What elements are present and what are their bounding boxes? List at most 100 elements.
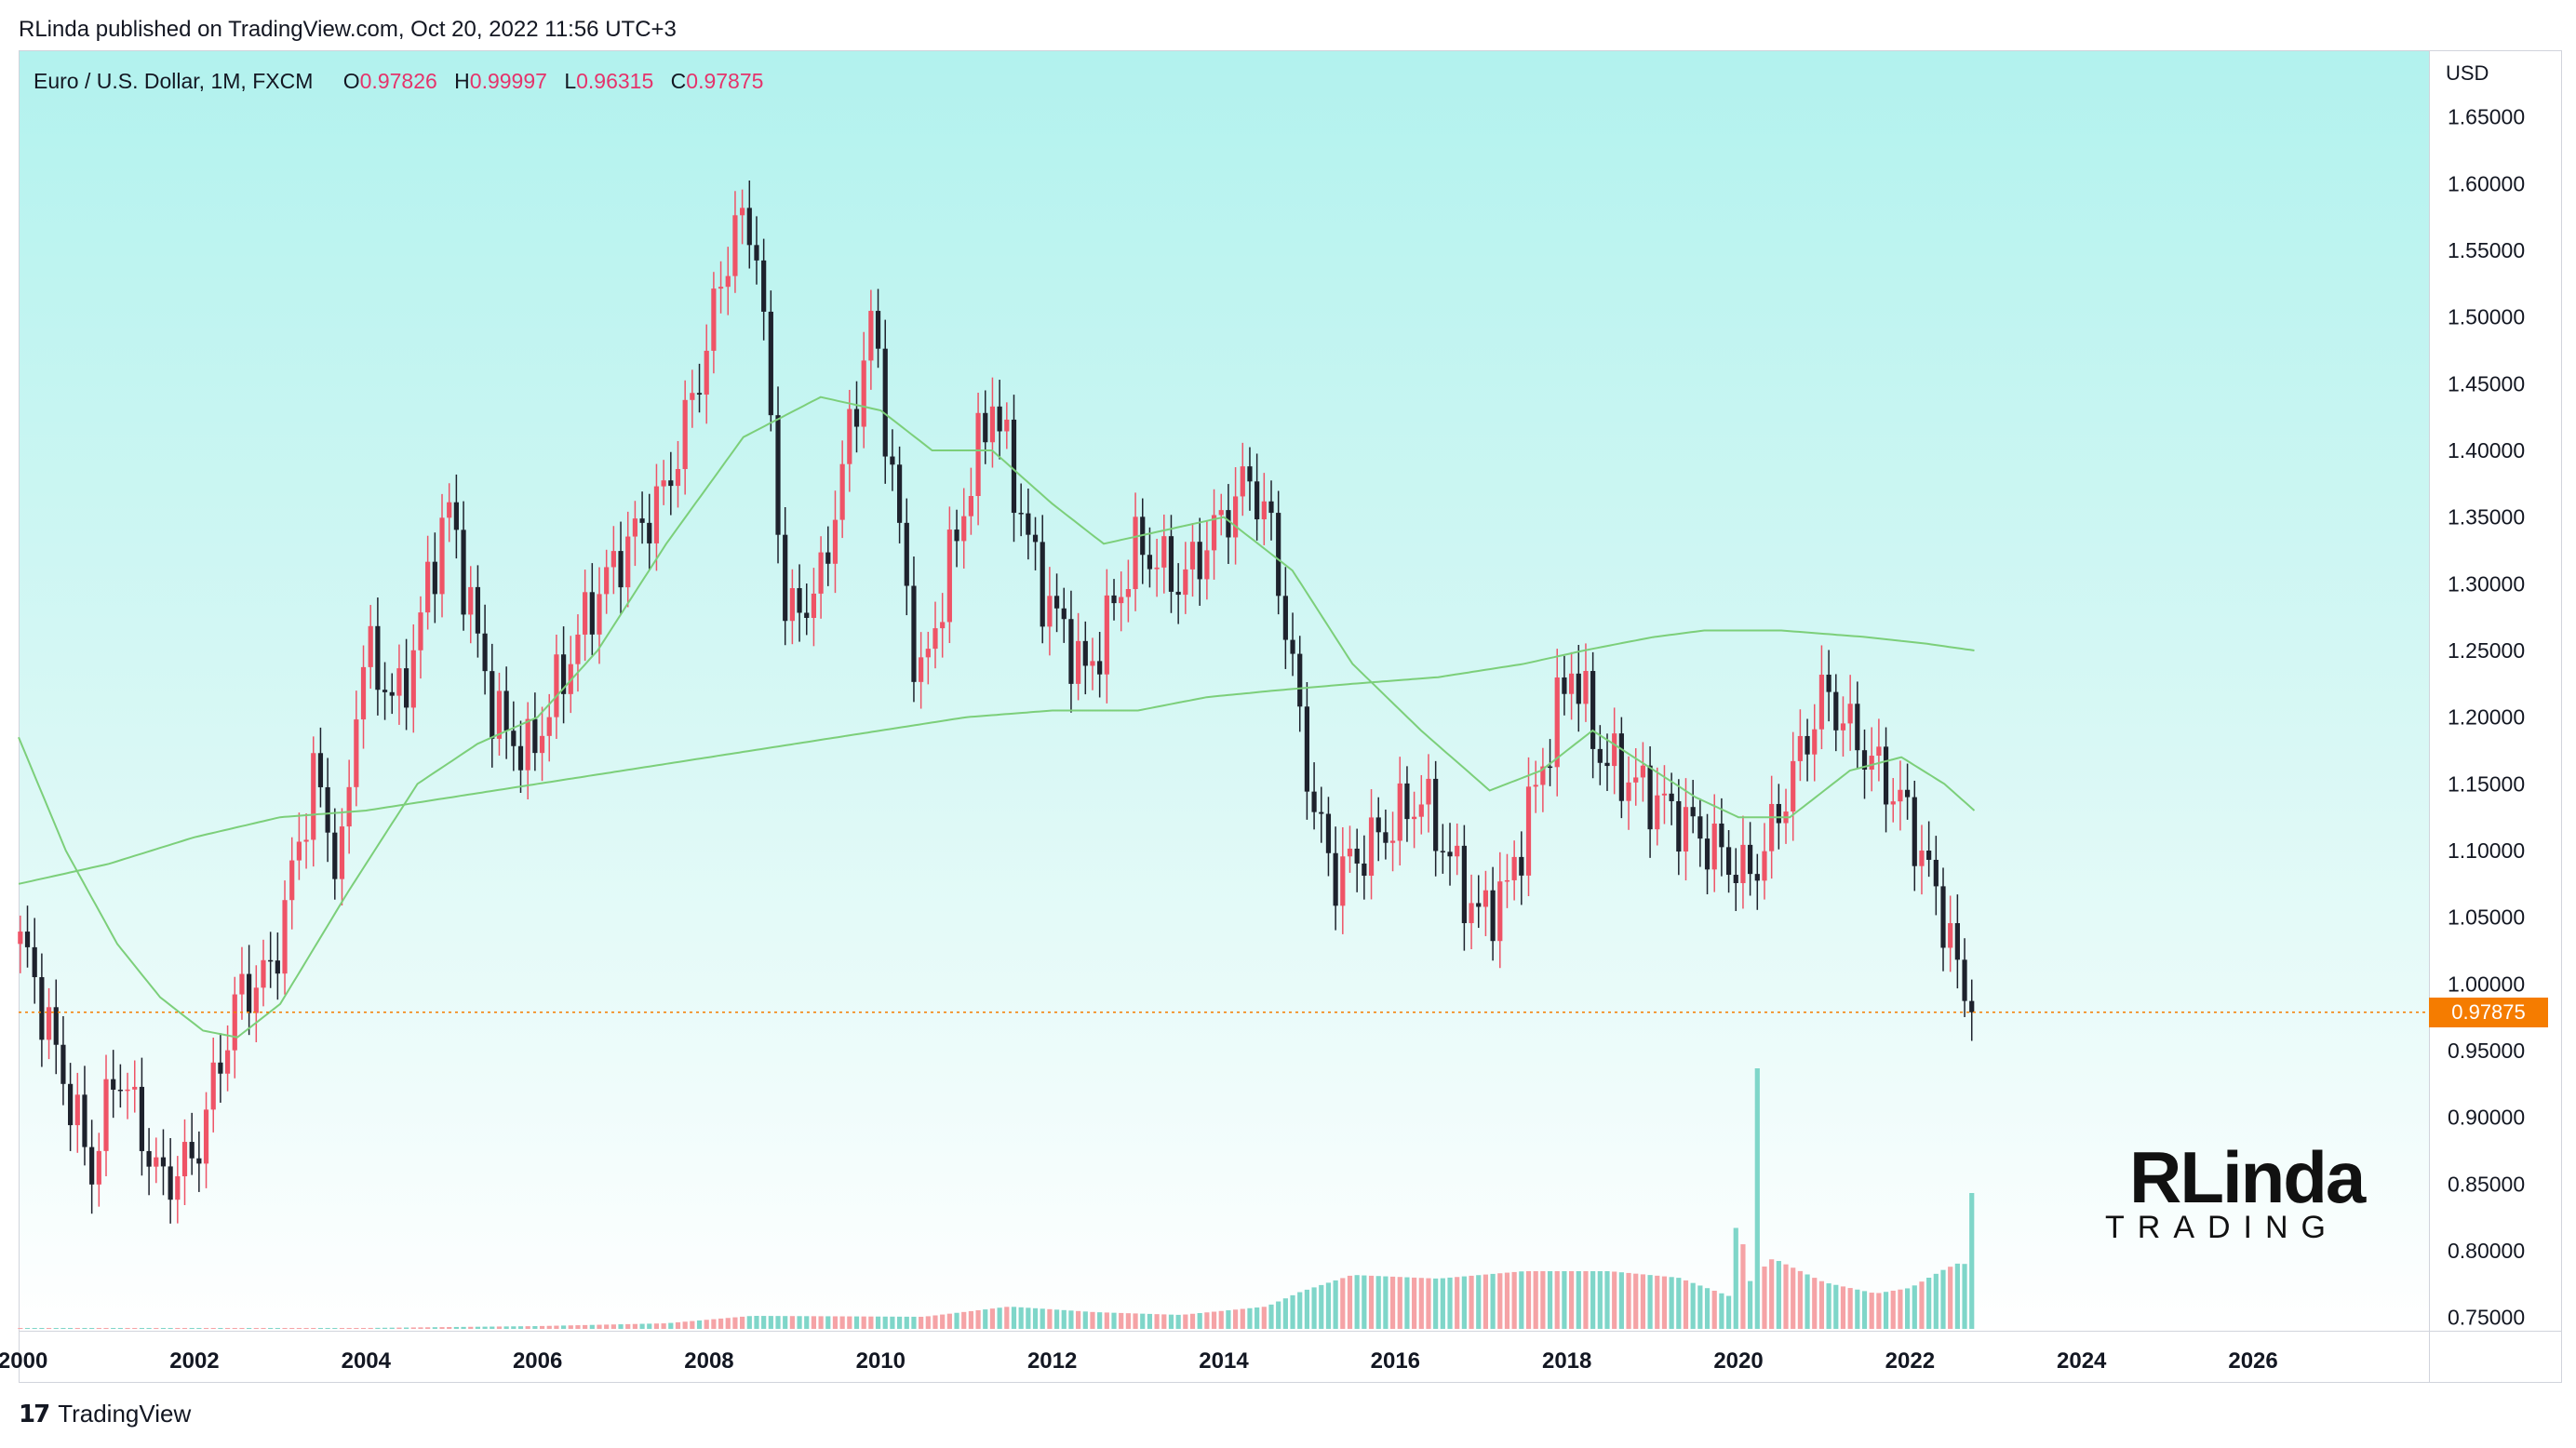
candle-body — [1683, 807, 1689, 852]
volume-bar — [132, 1328, 138, 1329]
volume-bar — [1898, 1289, 1903, 1329]
volume-bar — [96, 1328, 101, 1329]
symbol-name[interactable]: Euro / U.S. Dollar, 1M, FXCM — [34, 69, 314, 93]
volume-bar — [946, 1313, 952, 1329]
candle-body — [1655, 795, 1660, 830]
x-tick-label: 2000 — [0, 1348, 47, 1374]
volume-bar — [746, 1316, 752, 1329]
volume-bar — [1876, 1293, 1882, 1329]
candle-body — [825, 552, 831, 564]
candle-body — [919, 657, 924, 682]
candle-body — [1519, 856, 1524, 876]
candle-body — [1347, 848, 1353, 857]
candle-body — [746, 208, 752, 246]
candle-body — [275, 960, 280, 974]
volume-bar — [1626, 1272, 1631, 1329]
volume-bar — [1762, 1267, 1767, 1329]
volume-bar — [975, 1309, 981, 1329]
candle-body — [1276, 513, 1281, 597]
volume-bar — [861, 1316, 866, 1329]
candle-body — [96, 1150, 101, 1185]
volume-bar — [189, 1328, 195, 1329]
candle-body — [1412, 816, 1417, 820]
y-tick-label: 1.30000 — [2448, 571, 2525, 596]
volume-bar — [1168, 1314, 1174, 1329]
candle-body — [1612, 733, 1617, 767]
volume-bar — [389, 1327, 395, 1329]
candle-body — [653, 486, 660, 543]
candle-body — [303, 839, 309, 842]
candle-body — [1490, 890, 1496, 942]
volume-bar — [618, 1324, 624, 1329]
y-tick-label: 1.40000 — [2448, 438, 2525, 463]
candle-body — [1769, 803, 1775, 851]
candle-body — [1633, 777, 1639, 783]
volume-bar — [632, 1323, 638, 1329]
candle-body — [239, 973, 245, 995]
candle-body — [1068, 619, 1074, 684]
candle-body — [181, 1142, 188, 1177]
volume-bar — [1389, 1276, 1396, 1329]
candle-body — [1197, 542, 1202, 580]
volume-bar — [468, 1326, 474, 1329]
candle-body — [1604, 762, 1610, 767]
candle-body — [797, 588, 802, 613]
volume-bar — [1618, 1272, 1624, 1329]
x-tick-label: 2014 — [1199, 1348, 1249, 1374]
candle-body — [117, 1089, 123, 1092]
volume-bar — [1232, 1309, 1239, 1329]
candle-body — [1211, 515, 1217, 551]
volume-bar — [181, 1328, 188, 1329]
candle-body — [482, 633, 488, 672]
plot-area[interactable] — [19, 50, 2429, 1331]
volume-bar — [160, 1328, 167, 1329]
candle-body — [675, 469, 681, 487]
logo-text-sub: TRADING — [2105, 1210, 2339, 1245]
volume-bar — [1818, 1280, 1825, 1329]
candle-body — [768, 311, 773, 416]
volume-bar — [1647, 1275, 1653, 1329]
volume-bar — [1954, 1263, 1960, 1329]
volume-bar — [1926, 1278, 1932, 1329]
volume-bar — [1440, 1278, 1445, 1329]
volume-bar — [1319, 1284, 1324, 1329]
candle-body — [1282, 596, 1288, 640]
volume-bar — [925, 1316, 931, 1329]
candle-body — [461, 530, 466, 615]
moving-average-slow-line — [18, 629, 1975, 885]
volume-bar — [117, 1328, 123, 1329]
candle-body — [1640, 765, 1646, 778]
volume-bar — [1725, 1295, 1732, 1329]
volume-bar — [425, 1327, 431, 1329]
candle-body — [447, 502, 452, 518]
volume-bar — [53, 1328, 59, 1329]
candle-body — [410, 650, 416, 708]
volume-bar — [797, 1316, 802, 1329]
volume-bar — [1583, 1271, 1589, 1329]
candle-body — [832, 519, 839, 564]
volume-bar — [554, 1325, 559, 1329]
volume-bar — [453, 1326, 459, 1329]
candle-body — [1969, 1000, 1975, 1012]
candle-body — [954, 530, 959, 542]
volume-bar — [1719, 1293, 1724, 1329]
candle-body — [1047, 596, 1053, 627]
volume-bar — [583, 1324, 588, 1329]
currency-label[interactable]: USD — [2446, 61, 2489, 85]
volume-bar — [1383, 1276, 1389, 1329]
candle-body — [203, 1109, 209, 1164]
candle-body — [1032, 534, 1039, 543]
candle-body — [1333, 852, 1338, 906]
volume-bar — [610, 1324, 616, 1329]
volume-bar — [1748, 1280, 1753, 1329]
volume-bar — [239, 1328, 245, 1329]
y-tick-label: 1.00000 — [2448, 972, 2525, 996]
candle-body — [224, 1050, 231, 1074]
volume-bar — [811, 1316, 817, 1329]
volume-bar — [853, 1316, 860, 1329]
tradingview-footer[interactable]: 𝟭𝟳 TradingView — [19, 1400, 191, 1428]
candle-body — [940, 622, 946, 629]
volume-bar — [1426, 1278, 1431, 1329]
volume-bar — [311, 1328, 316, 1329]
